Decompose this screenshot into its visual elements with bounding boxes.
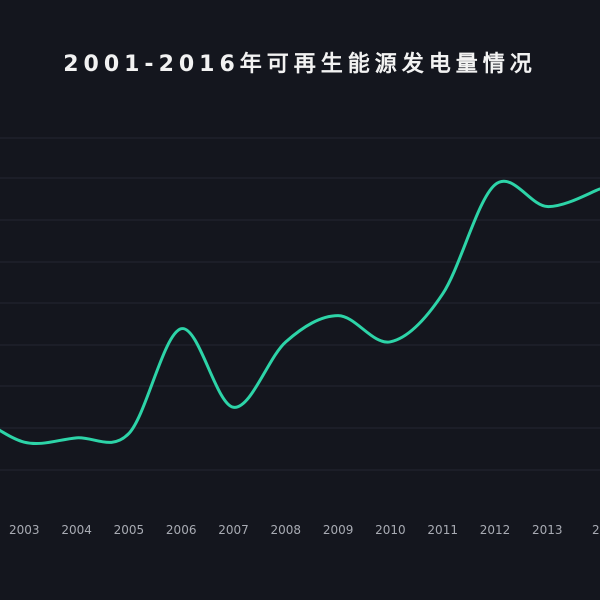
x-tick-label: 2010 xyxy=(375,523,406,537)
x-tick-label: 2003 xyxy=(9,523,40,537)
x-tick-label: 2009 xyxy=(323,523,354,537)
x-tick-label: 2005 xyxy=(114,523,145,537)
series-line xyxy=(0,180,600,446)
x-tick-label: 2006 xyxy=(166,523,197,537)
x-tick-label: 2007 xyxy=(218,523,249,537)
x-tick-label: 2008 xyxy=(271,523,302,537)
x-tick-label: 2012 xyxy=(480,523,511,537)
series-group xyxy=(0,180,600,446)
x-tick-label: 20 xyxy=(592,523,600,537)
x-tick-label: 2011 xyxy=(427,523,458,537)
x-axis-ticks: 2003 2004 2005 2006 2007 2008 2009 2010 2011 2012… xyxy=(9,523,600,537)
grid-lines xyxy=(0,137,600,471)
x-tick-label: 2004 xyxy=(61,523,92,537)
chart-title: 2001-2016年可再生能源发电量情况 xyxy=(63,52,537,77)
x-tick-label: 2013 xyxy=(532,523,563,537)
